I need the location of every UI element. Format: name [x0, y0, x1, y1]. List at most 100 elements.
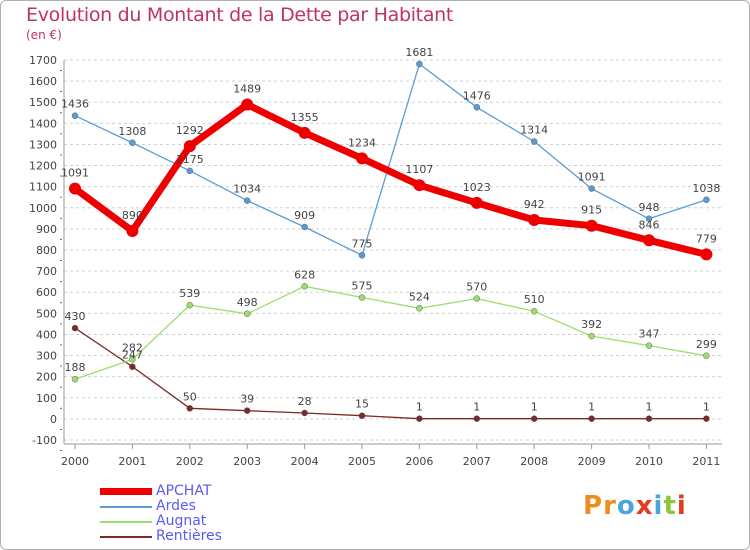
- x-tick-label: 2010: [635, 455, 663, 468]
- legend-item-rentieres: Rentières: [100, 528, 300, 544]
- legend-swatch-ardes: [100, 506, 152, 508]
- y-tick-label: -100: [32, 434, 57, 447]
- data-label-ardes: 775: [352, 237, 373, 250]
- data-label-augnat: 628: [294, 268, 315, 281]
- series-line-ardes: [74, 63, 708, 256]
- data-label-rentieres: 247: [122, 349, 143, 362]
- data-label-ardes: 1681: [405, 46, 433, 59]
- data-point-augnat: [645, 342, 653, 349]
- data-label-ardes: 1038: [692, 182, 720, 195]
- x-tick-label: 2004: [291, 455, 319, 468]
- data-point-apchat: [298, 126, 311, 139]
- data-label-ardes: 1476: [463, 89, 491, 102]
- y-tick-label: 1100: [29, 181, 57, 194]
- data-label-apchat: 915: [581, 204, 602, 217]
- data-label-rentieres: 50: [183, 390, 197, 403]
- data-label-ardes: 1436: [61, 98, 89, 111]
- data-label-apchat: 942: [524, 198, 545, 211]
- data-label-ardes: 1314: [520, 123, 548, 136]
- data-label-augnat: 510: [524, 293, 545, 306]
- x-tick-label: 2001: [118, 455, 146, 468]
- data-point-augnat: [531, 308, 538, 315]
- data-label-augnat: 392: [581, 318, 602, 331]
- data-label-ardes: 1308: [118, 125, 146, 138]
- x-tick-label: 2002: [176, 455, 204, 468]
- data-label-augnat: 188: [65, 361, 86, 374]
- y-tick-label: 800: [36, 244, 57, 257]
- data-point-apchat: [356, 152, 368, 165]
- y-tick-label: 1000: [29, 202, 57, 215]
- logo-letter: r: [603, 491, 617, 521]
- legend-label-rentieres: Rentières: [156, 528, 222, 544]
- data-label-ardes: 1034: [233, 183, 261, 196]
- x-tick-label: 2006: [405, 455, 433, 468]
- logo-letter: i: [676, 491, 687, 521]
- data-label-apchat: 890: [122, 209, 143, 222]
- y-tick-label: 1600: [29, 75, 57, 88]
- y-tick-label: 200: [36, 371, 57, 384]
- x-tick-label: 2009: [578, 455, 606, 468]
- y-tick-label: 1400: [29, 117, 57, 130]
- data-point-augnat: [416, 305, 423, 312]
- data-point-apchat: [585, 219, 598, 232]
- x-tick-label: 2008: [520, 455, 548, 468]
- y-tick-label: 1200: [29, 160, 57, 173]
- series-line-augnat: [74, 285, 708, 380]
- data-point-rentieres: [71, 324, 79, 332]
- data-point-rentieres: [186, 405, 194, 412]
- data-point-apchat: [241, 98, 254, 111]
- series-line-rentieres: [74, 327, 708, 420]
- data-point-augnat: [71, 376, 79, 383]
- legend-swatch-rentieres: [100, 536, 152, 538]
- data-label-rentieres: 15: [355, 398, 369, 411]
- data-point-ardes: [531, 138, 538, 145]
- data-label-augnat: 575: [352, 280, 373, 293]
- data-point-ardes: [473, 104, 480, 111]
- data-point-ardes: [416, 60, 423, 68]
- data-label-ardes: 909: [294, 209, 315, 222]
- data-label-rentieres: 1: [473, 401, 480, 414]
- data-point-ardes: [129, 139, 136, 146]
- data-label-augnat: 498: [237, 296, 258, 309]
- data-label-rentieres: 28: [298, 395, 312, 408]
- logo-letter: i: [653, 491, 664, 521]
- data-point-augnat: [588, 332, 595, 340]
- data-label-rentieres: 430: [65, 310, 86, 323]
- y-tick-label: 600: [36, 286, 57, 299]
- data-point-augnat: [129, 356, 136, 363]
- y-tick-label: 1700: [29, 54, 57, 67]
- y-tick-label: 1500: [29, 96, 57, 109]
- data-point-ardes: [703, 196, 710, 203]
- logo-letter: t: [663, 491, 677, 521]
- data-label-ardes: 948: [639, 201, 660, 214]
- data-label-rentieres: 1: [588, 401, 595, 414]
- data-point-augnat: [473, 295, 480, 302]
- data-point-apchat: [126, 225, 139, 237]
- legend-label-augnat: Augnat: [156, 513, 207, 529]
- data-label-apchat: 846: [639, 218, 660, 231]
- y-tick-label: 300: [36, 350, 57, 363]
- data-label-rentieres: 1: [416, 401, 423, 414]
- legend-label-ardes: Ardes: [156, 498, 196, 514]
- data-labels: 1091 890 1292 1489 1355 1234 1107 1023 942 915 846…: [61, 46, 720, 414]
- data-label-apchat: 1489: [233, 83, 261, 96]
- data-point-ardes: [588, 185, 595, 192]
- data-point-ardes: [301, 223, 308, 231]
- legend: APCHAT Ardes Augnat Rentières: [100, 483, 300, 544]
- data-label-apchat: 1234: [348, 136, 376, 149]
- data-label-augnat: 282: [122, 341, 143, 354]
- data-label-apchat: 1292: [176, 124, 204, 137]
- y-tick-label: 700: [36, 265, 57, 278]
- legend-label-apchat: APCHAT: [156, 483, 212, 499]
- data-label-rentieres: 1: [703, 401, 710, 414]
- data-point-rentieres: [243, 407, 251, 414]
- data-point-apchat: [700, 248, 713, 261]
- y-tick-label: 1300: [29, 138, 57, 151]
- data-point-apchat: [643, 234, 655, 247]
- data-point-rentieres: [301, 409, 308, 417]
- data-label-rentieres: 1: [646, 401, 653, 414]
- logo-letter: P: [583, 491, 604, 521]
- data-point-ardes: [358, 252, 366, 259]
- x-tick-label: 2011: [692, 455, 720, 468]
